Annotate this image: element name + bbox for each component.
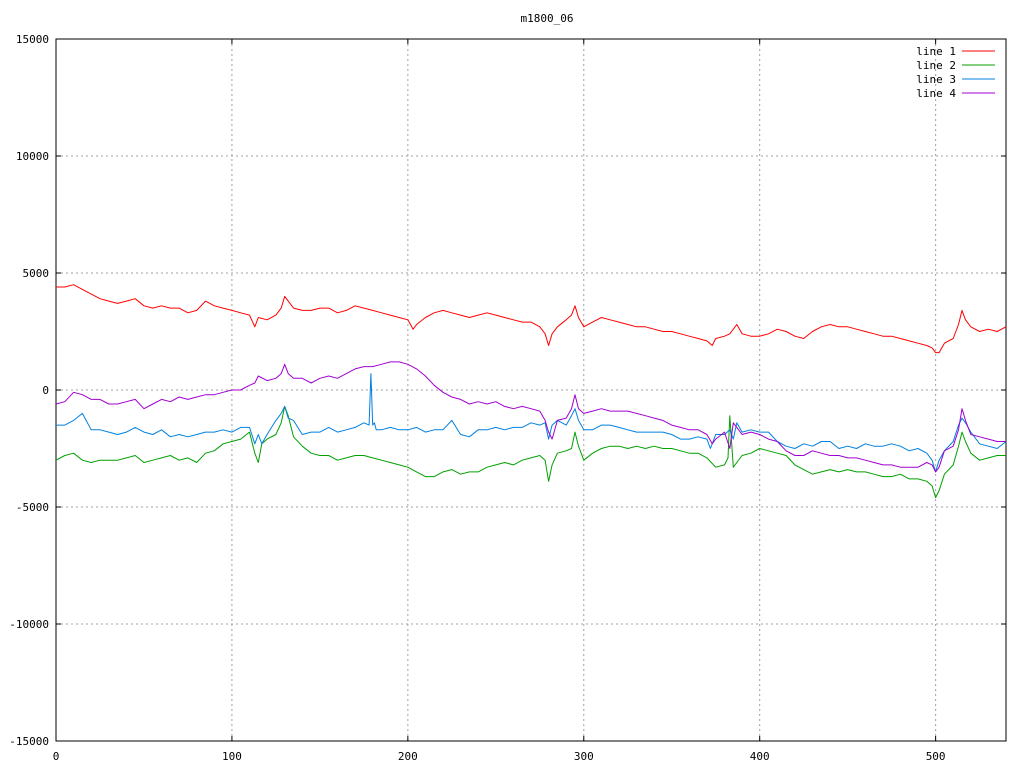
y-tick-label: 10000 — [16, 150, 49, 163]
series-line-1-line — [56, 284, 1007, 354]
x-tick-label: 100 — [222, 750, 242, 763]
legend-label: line 2 — [916, 59, 956, 72]
series-line-4-line — [55, 361, 1006, 473]
x-tick-label: 0 — [53, 750, 60, 763]
x-tick-label: 400 — [750, 750, 770, 763]
y-tick-label: -10000 — [9, 618, 49, 631]
legend-label: line 3 — [916, 73, 956, 86]
y-tick-label: 0 — [42, 384, 49, 397]
y-tick-label: -5000 — [16, 501, 49, 514]
axis-ticks: 0 100 200 300 400 500 -15000 -10000 -5000 0 5000 10… — [9, 33, 1006, 763]
x-tick-label: 500 — [926, 750, 946, 763]
series-line-2-line — [55, 405, 1006, 499]
legend-label: line 4 — [916, 87, 956, 100]
y-tick-label: -15000 — [9, 735, 49, 748]
x-tick-label: 300 — [574, 750, 594, 763]
y-tick-label: 15000 — [16, 33, 49, 46]
series-group — [55, 284, 1007, 499]
legend-label: line 1 — [916, 45, 956, 58]
x-tick-label: 200 — [398, 750, 418, 763]
chart-title: m1800_06 — [521, 12, 574, 25]
series-line-3-line — [56, 373, 1007, 473]
grid — [56, 39, 1006, 741]
y-tick-label: 5000 — [23, 267, 50, 280]
